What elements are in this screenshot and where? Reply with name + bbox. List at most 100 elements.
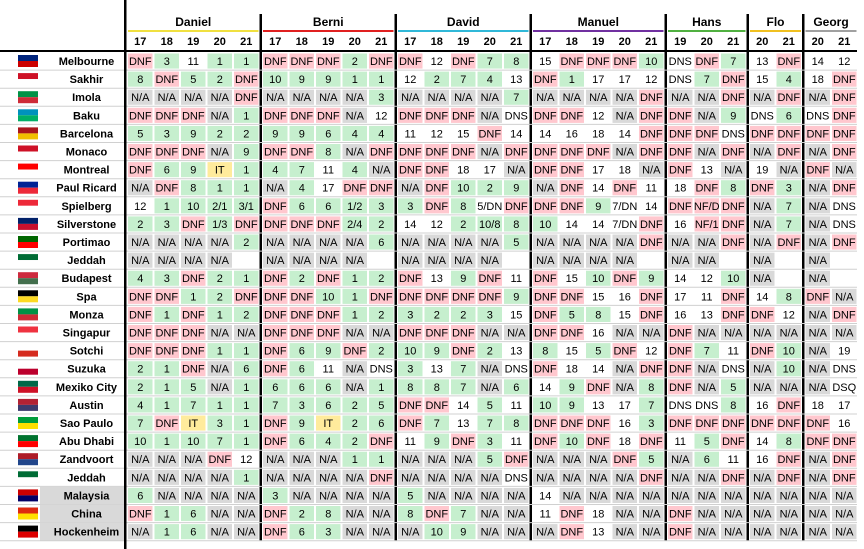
cell <box>316 144 341 160</box>
cell-value: 13 <box>510 74 522 86</box>
cell <box>639 71 664 87</box>
cell <box>369 415 394 431</box>
year: 20 <box>214 36 226 48</box>
cell-value: DNF <box>640 472 663 484</box>
cell <box>533 379 558 395</box>
cell-value: N/A <box>809 508 828 520</box>
cell <box>533 107 558 123</box>
cell-value: N/A <box>616 255 635 267</box>
cell <box>451 288 476 304</box>
cell <box>398 487 423 503</box>
race-name: Abu Dhabi <box>59 436 114 448</box>
flag <box>18 453 38 460</box>
cell <box>668 415 693 431</box>
cell <box>342 379 367 395</box>
cell <box>451 216 476 232</box>
cell-value: N/A <box>184 490 203 502</box>
cell-value: 7 <box>272 400 278 412</box>
cell <box>559 270 584 286</box>
cell-value: DNF <box>640 436 663 448</box>
cell <box>504 487 529 503</box>
cell-value: 6 <box>299 527 305 539</box>
cell-value: N/A <box>372 527 391 539</box>
cell <box>207 415 232 431</box>
flag <box>18 97 38 104</box>
cell-value: N/A <box>131 183 150 195</box>
cell-value: DNF <box>505 201 528 213</box>
cell-value: N/A <box>454 472 473 484</box>
cell <box>424 270 449 286</box>
cell-value: 5 <box>407 490 413 502</box>
cell <box>342 125 367 141</box>
race-name: Monaco <box>66 146 108 158</box>
cell-value: N/A <box>401 472 420 484</box>
cell-value: N/A <box>616 472 635 484</box>
cell <box>721 487 746 503</box>
cell-value: N/A <box>671 92 690 104</box>
cell-value: DNF <box>129 327 152 339</box>
cell-value: DNF <box>777 418 800 430</box>
cell <box>504 415 529 431</box>
cell <box>207 451 232 467</box>
cell <box>316 325 341 341</box>
cell-value: 15 <box>592 291 604 303</box>
cell-value: N/A <box>401 454 420 466</box>
cell <box>639 506 664 522</box>
cell <box>451 325 476 341</box>
cell-value: N/A <box>293 237 312 249</box>
cell-value: 2 <box>137 364 143 376</box>
cell-value: N/A <box>835 165 854 177</box>
cell <box>289 306 314 322</box>
flag <box>18 404 38 411</box>
cell <box>612 288 637 304</box>
cell <box>721 125 746 141</box>
group-separator <box>259 14 262 541</box>
cell-value: N/A <box>809 237 828 249</box>
cell <box>694 379 719 395</box>
cell <box>234 53 259 69</box>
driver-name: Daniel <box>175 15 211 29</box>
cell-value: 1 <box>243 346 249 358</box>
cell-value: 2 <box>299 508 305 520</box>
cell <box>398 343 423 359</box>
cell-value: DNF <box>155 74 178 86</box>
cell-value: 14 <box>674 273 686 285</box>
cell <box>776 216 801 232</box>
cell-value: 9 <box>595 201 601 213</box>
cell-value: 2 <box>217 74 223 86</box>
cell <box>263 180 288 196</box>
cell-value: 12 <box>375 110 387 122</box>
cell <box>694 252 719 268</box>
cell <box>586 288 611 304</box>
cell-value: DNF <box>235 219 258 231</box>
cell-value: N/A <box>616 146 635 158</box>
cell-value: N/A <box>454 255 473 267</box>
cell <box>207 433 232 449</box>
cell <box>612 144 637 160</box>
cell-value: 1/2 <box>347 201 362 213</box>
cell-value: 17 <box>619 74 631 86</box>
cell-value: N/A <box>698 527 717 539</box>
cell <box>263 524 288 540</box>
cell <box>805 506 830 522</box>
cell <box>369 270 394 286</box>
cell <box>559 180 584 196</box>
cell <box>451 53 476 69</box>
cell-value: DNS <box>833 364 856 376</box>
cell <box>398 288 423 304</box>
cell <box>289 343 314 359</box>
race-name: Jeddah <box>67 255 106 267</box>
year: 19 <box>457 36 469 48</box>
year: 21 <box>783 36 795 48</box>
cell-value: 14 <box>566 219 578 231</box>
cell-value: DNS <box>833 219 856 231</box>
year: 17 <box>539 36 551 48</box>
cell <box>398 325 423 341</box>
cell-value: DNF <box>425 110 448 122</box>
cell-value: 8 <box>648 382 654 394</box>
cell-value: 19 <box>756 165 768 177</box>
cell <box>289 216 314 232</box>
cell-value: DNF <box>399 400 422 412</box>
cell <box>694 506 719 522</box>
cell <box>559 53 584 69</box>
